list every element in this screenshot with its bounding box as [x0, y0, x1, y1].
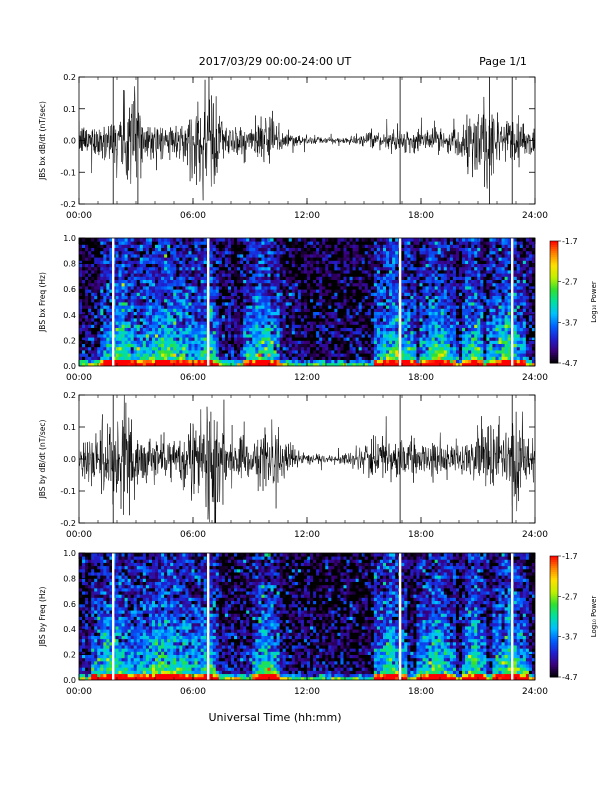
- y-tick-label: -0.1: [60, 168, 76, 177]
- y-tick-label: 0.0: [63, 362, 76, 371]
- colorbar-tick-label: -4.7: [562, 673, 578, 682]
- x-tick-label: 18:00: [408, 530, 434, 540]
- x-tick-label: 12:00: [294, 530, 320, 540]
- page-indicator: Page 1/1: [479, 55, 527, 68]
- y-tick-label: 0.4: [63, 625, 76, 634]
- y-tick-label: 0.1: [63, 105, 76, 114]
- x-tick-label: 18:00: [408, 211, 434, 221]
- x-tick-label: 00:00: [66, 687, 92, 697]
- x-tick-label: 00:00: [66, 211, 92, 221]
- y-tick-label: 0.6: [63, 600, 76, 609]
- y-tick-label: 0.2: [63, 651, 76, 660]
- data-gap: [511, 553, 513, 680]
- spectrogram-cells: [79, 553, 535, 680]
- colorbar-tick-label: -3.7: [562, 318, 578, 327]
- data-gap: [112, 238, 114, 366]
- y-tick-label: -0.2: [60, 519, 76, 528]
- colorbar-label: Log₁₀ Power: [590, 281, 598, 323]
- colorbar-tick-label: -1.7: [562, 237, 578, 246]
- y-axis-label: JBS by Freq (Hz): [38, 587, 47, 648]
- data-gap: [207, 553, 209, 680]
- x-tick-label: 24:00: [522, 530, 548, 540]
- y-tick-label: 0.1: [63, 423, 76, 432]
- y-tick-label: 1.0: [63, 549, 76, 558]
- y-axis-label: JBS bx Freq (Hz): [38, 272, 47, 333]
- y-tick-label: 0.2: [63, 73, 76, 82]
- x-tick-label: 18:00: [408, 687, 434, 697]
- x-tick-label: 24:00: [522, 687, 548, 697]
- y-tick-label: 0.2: [63, 336, 76, 345]
- colorbar-tick-label: -2.7: [562, 592, 578, 601]
- y-tick-label: 1.0: [63, 234, 76, 243]
- colorbar-tick-label: -3.7: [562, 633, 578, 642]
- x-tick-label: 12:00: [294, 211, 320, 221]
- y-tick-label: 0.4: [63, 311, 76, 320]
- x-tick-label: 00:00: [66, 373, 92, 383]
- x-tick-label: 06:00: [180, 530, 206, 540]
- x-tick-label: 00:00: [66, 530, 92, 540]
- y-tick-label: 0.0: [63, 137, 76, 146]
- colorbar-tick-label: -4.7: [562, 359, 578, 368]
- colorbar-label: Log₁₀ Power: [590, 596, 598, 638]
- data-gap: [511, 238, 513, 366]
- panel-by-spectrogram: 00:00 06:00 12:00 18:00 24:00 1.0 0.8 0.6 0.4 0.2…: [38, 549, 548, 697]
- y-tick-label: 0.6: [63, 285, 76, 294]
- x-tick-label: 06:00: [180, 373, 206, 383]
- y-tick-label: 0.8: [63, 574, 76, 583]
- x-tick-label: 18:00: [408, 373, 434, 383]
- y-tick-label: -0.1: [60, 487, 76, 496]
- colorbar-tick-label: -1.7: [562, 552, 578, 561]
- panel-bx-spectrogram: 00:00 06:00 12:00 18:00 24:00 1.0 0.8 0.6 0.4 0.2…: [38, 234, 548, 383]
- x-tick-label: 12:00: [294, 687, 320, 697]
- data-gap: [399, 553, 401, 680]
- y-tick-label: 0.0: [63, 676, 76, 685]
- figure-title: 2017/03/29 00:00-24:00 UT: [199, 55, 352, 68]
- data-gap: [207, 238, 209, 366]
- y-tick-label: -0.2: [60, 200, 76, 209]
- x-tick-label: 06:00: [180, 687, 206, 697]
- spectrogram-cells: [79, 238, 535, 366]
- x-axis-label: Universal Time (hh:mm): [209, 711, 342, 724]
- x-tick-label: 06:00: [180, 211, 206, 221]
- x-tick-label: 24:00: [522, 211, 548, 221]
- y-tick-label: 0.0: [63, 455, 76, 464]
- x-tick-label: 24:00: [522, 373, 548, 383]
- data-gap: [399, 238, 401, 366]
- data-gap: [112, 553, 114, 680]
- y-axis-label: JBS by dB/dt (nT/sec): [38, 420, 47, 500]
- colorbar-tick-label: -2.7: [562, 278, 578, 287]
- x-tick-label: 12:00: [294, 373, 320, 383]
- y-axis-label: JBS bx dB/dt (nT/sec): [38, 101, 47, 181]
- y-tick-label: 0.2: [63, 391, 76, 400]
- y-tick-label: 0.8: [63, 260, 76, 269]
